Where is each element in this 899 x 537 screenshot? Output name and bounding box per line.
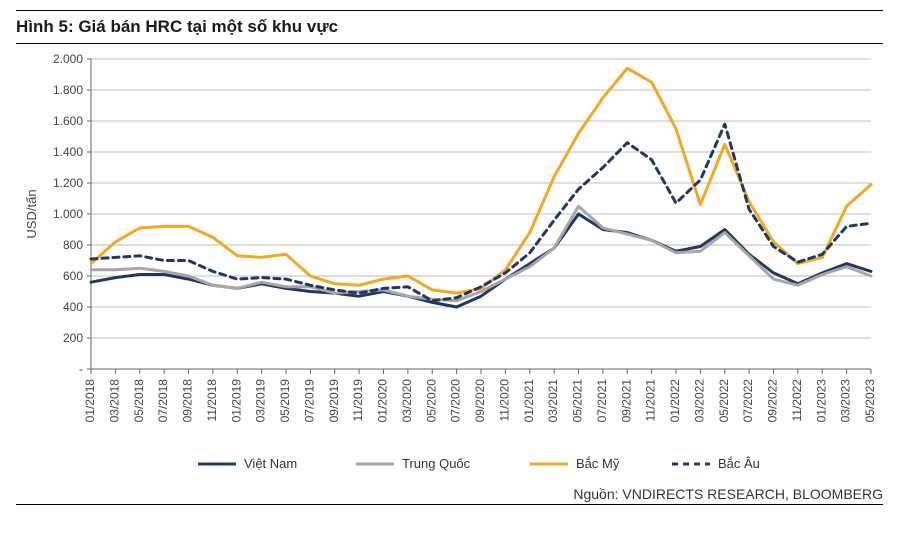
svg-text:01/2022: 01/2022 <box>668 379 682 423</box>
svg-text:11/2021: 11/2021 <box>644 379 658 422</box>
y-axis-label: USD/tấn <box>24 189 39 238</box>
svg-text:05/2019: 05/2019 <box>278 379 292 423</box>
svg-text:11/2018: 11/2018 <box>205 379 219 422</box>
svg-text:07/2020: 07/2020 <box>449 379 463 423</box>
line-chart: - 200 400 600 800 1.000 1.200 1.400 1.600 1.800 2.… <box>16 44 883 484</box>
svg-text:07/2021: 07/2021 <box>595 379 609 423</box>
svg-text:01/2018: 01/2018 <box>83 379 97 423</box>
svg-text:03/2018: 03/2018 <box>107 379 121 423</box>
svg-text:200: 200 <box>63 331 83 345</box>
svg-text:03/2022: 03/2022 <box>692 379 706 423</box>
svg-text:07/2019: 07/2019 <box>302 379 316 423</box>
svg-text:05/2022: 05/2022 <box>717 379 731 423</box>
svg-text:800: 800 <box>63 238 83 252</box>
svg-text:03/2021: 03/2021 <box>546 379 560 423</box>
svg-text:Trung Quốc: Trung Quốc <box>402 456 471 471</box>
svg-text:09/2022: 09/2022 <box>766 379 780 423</box>
svg-text:03/2023: 03/2023 <box>839 379 853 423</box>
title-bar: Hình 5: Giá bán HRC tại một số khu vực <box>16 10 883 44</box>
svg-text:Bắc Âu: Bắc Âu <box>718 456 760 471</box>
svg-text:-: - <box>79 362 83 376</box>
svg-text:05/2021: 05/2021 <box>571 379 585 423</box>
svg-text:Việt Nam: Việt Nam <box>244 456 297 471</box>
svg-text:03/2020: 03/2020 <box>400 379 414 423</box>
svg-text:600: 600 <box>63 269 83 283</box>
source-text: Nguồn: VNDIRECTS RESEARCH, BLOOMBERG <box>573 486 883 502</box>
svg-text:09/2021: 09/2021 <box>619 379 633 423</box>
svg-text:01/2019: 01/2019 <box>229 379 243 423</box>
chart-area: - 200 400 600 800 1.000 1.200 1.400 1.600 1.800 2.… <box>16 44 883 484</box>
svg-text:03/2019: 03/2019 <box>254 379 268 423</box>
svg-text:01/2021: 01/2021 <box>522 379 536 423</box>
svg-text:07/2022: 07/2022 <box>741 379 755 423</box>
svg-text:400: 400 <box>63 300 83 314</box>
svg-text:09/2018: 09/2018 <box>181 379 195 423</box>
svg-text:Bắc Mỹ: Bắc Mỹ <box>576 456 620 471</box>
svg-text:11/2019: 11/2019 <box>351 379 365 422</box>
svg-text:09/2019: 09/2019 <box>327 379 341 423</box>
svg-text:05/2020: 05/2020 <box>424 379 438 423</box>
svg-text:11/2022: 11/2022 <box>790 379 804 422</box>
svg-text:07/2018: 07/2018 <box>156 379 170 423</box>
source-footer: Nguồn: VNDIRECTS RESEARCH, BLOOMBERG <box>16 484 883 505</box>
svg-text:1.800: 1.800 <box>53 83 83 97</box>
figure-title: Hình 5: Giá bán HRC tại một số khu vực <box>16 17 338 36</box>
svg-text:1.200: 1.200 <box>53 176 83 190</box>
svg-text:2.000: 2.000 <box>53 52 83 66</box>
figure-frame: Hình 5: Giá bán HRC tại một số khu vực -… <box>0 0 899 537</box>
svg-text:09/2020: 09/2020 <box>473 379 487 423</box>
svg-text:11/2020: 11/2020 <box>497 379 511 422</box>
svg-text:01/2023: 01/2023 <box>814 379 828 423</box>
svg-text:1.000: 1.000 <box>53 207 83 221</box>
svg-text:05/2018: 05/2018 <box>132 379 146 423</box>
svg-text:01/2020: 01/2020 <box>376 379 390 423</box>
svg-text:05/2023: 05/2023 <box>863 379 877 423</box>
svg-text:1.600: 1.600 <box>53 114 83 128</box>
svg-text:1.400: 1.400 <box>53 145 83 159</box>
